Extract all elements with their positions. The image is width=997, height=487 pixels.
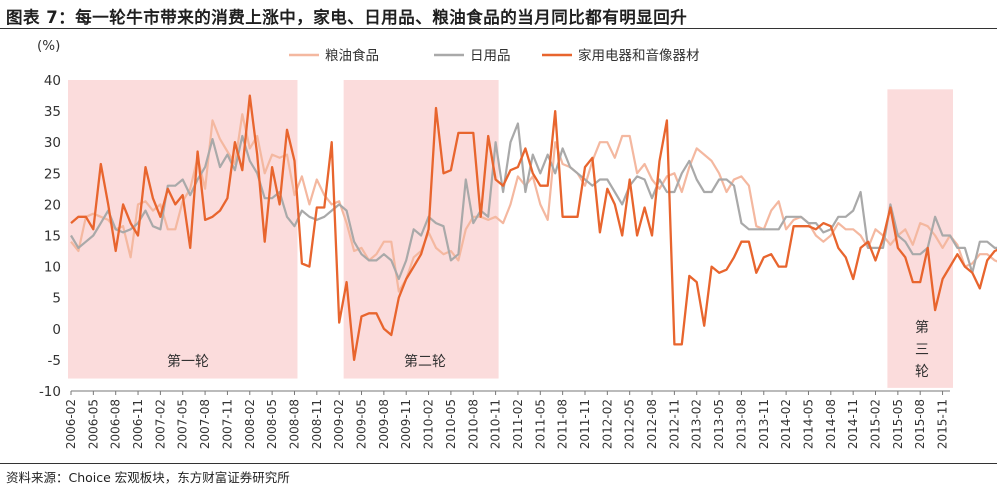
x-tick-label: 2011-11	[578, 399, 592, 449]
y-tick-label: 25	[44, 166, 61, 182]
chart-area: 40 35 30 25 20 15 10 5 0 -5 -10 (%) 2006-02 2006-05 20…	[37, 38, 997, 449]
x-tick-label: 2013-11	[757, 399, 771, 449]
series-line-3	[70, 94, 997, 362]
x-tick-label: 2007-08	[198, 399, 212, 449]
x-tick-label: 2015-02	[869, 399, 883, 449]
x-tick-label: 2006-11	[131, 399, 145, 449]
x-tick-label: 2009-02	[332, 399, 346, 449]
x-tick-label: 2014-02	[779, 399, 793, 449]
x-tick-label: 2014-05	[801, 399, 815, 449]
series-layer	[70, 94, 997, 362]
x-tick-label: 2008-05	[265, 399, 279, 449]
y-tick-label: -10	[39, 384, 61, 400]
legend-label-2: 日用品	[470, 48, 511, 64]
x-tick-label: 2008-02	[243, 399, 257, 449]
x-tick-label: 2006-02	[64, 399, 78, 449]
source-rule	[0, 463, 997, 464]
x-tick-label: 2011-02	[511, 399, 525, 449]
y-tick-label: 5	[52, 291, 61, 307]
x-tick-label: 2010-05	[444, 399, 458, 449]
x-tick-label: 2012-11	[667, 399, 681, 449]
cycle-region-3	[887, 89, 953, 388]
x-tick-label: 2012-05	[623, 399, 637, 449]
x-tick-label: 2011-05	[533, 399, 547, 449]
axis-layer: 40 35 30 25 20 15 10 5 0 -5 -10 (%) 2006-02 2006-05 20…	[37, 38, 950, 449]
x-tick-label: 2009-11	[399, 399, 413, 449]
cycle-label-3-char: 第	[915, 319, 929, 336]
cycle-highlight-layer	[68, 80, 953, 388]
x-tick-label: 2006-08	[109, 399, 123, 449]
y-tick-label: 15	[44, 229, 61, 245]
x-tick-label: 2010-08	[466, 399, 480, 449]
x-tick-label: 2008-08	[287, 399, 301, 449]
x-tick-label: 2011-08	[556, 399, 570, 449]
x-tick-label: 2006-05	[86, 399, 100, 449]
y-tick-label: -5	[48, 353, 61, 369]
x-tick-label: 2009-08	[377, 399, 391, 449]
x-tick-label: 2015-11	[936, 399, 950, 449]
cycle-label-2: 第二轮	[404, 353, 446, 370]
y-tick-label: 30	[44, 135, 61, 151]
x-tick-label: 2008-11	[310, 399, 324, 449]
series-line-1	[70, 113, 997, 293]
cycle-label-layer: 第一轮 第二轮 第三轮	[167, 319, 929, 380]
y-tick-label: 35	[44, 104, 61, 120]
source-note: 资料来源：Choice 宏观板块，东方财富证券研究所	[6, 470, 290, 485]
legend-label-3: 家用电器和音像器材	[578, 47, 700, 64]
cycle-region-1	[68, 80, 298, 379]
x-tick-label: 2007-02	[153, 399, 167, 449]
x-tick-label: 2013-08	[734, 399, 748, 449]
cycle-label-3-char: 轮	[915, 364, 929, 380]
cycle-label-3-char: 三	[915, 342, 929, 358]
legend-label-1: 粮油食品	[325, 47, 379, 64]
x-tick-label: 2010-11	[489, 399, 503, 449]
y-tick-label: 40	[44, 73, 61, 89]
x-tick-label: 2014-08	[824, 399, 838, 449]
title-rule	[0, 28, 997, 29]
x-tick-label: 2015-08	[913, 399, 927, 449]
x-tick-label: 2013-02	[690, 399, 704, 449]
y-tick-label: 0	[52, 322, 61, 338]
x-tick-label: 2007-05	[176, 399, 190, 449]
chart-title: 图表 7：每一轮牛市带来的消费上涨中，家电、日用品、粮油食品的当月同比都有明显回…	[6, 8, 688, 27]
y-tick-label: 20	[44, 197, 61, 213]
y-axis-label: (%)	[37, 38, 60, 54]
legend: 粮油食品 日用品 家用电器和音像器材	[289, 47, 700, 64]
x-tick-label: 2007-11	[220, 399, 234, 449]
cycle-region-2	[343, 80, 499, 379]
cycle-label-1: 第一轮	[167, 353, 209, 370]
x-tick-label: 2012-02	[600, 399, 614, 449]
x-tick-label: 2013-05	[712, 399, 726, 449]
x-tick-label: 2015-05	[891, 399, 905, 449]
x-tick-label: 2012-08	[645, 399, 659, 449]
cycle-label-3: 第三轮	[915, 319, 929, 380]
x-tick-label: 2014-11	[846, 399, 860, 449]
x-tick-label: 2009-05	[355, 399, 369, 449]
y-tick-label: 10	[44, 260, 61, 276]
x-tick-label: 2010-02	[422, 399, 436, 449]
